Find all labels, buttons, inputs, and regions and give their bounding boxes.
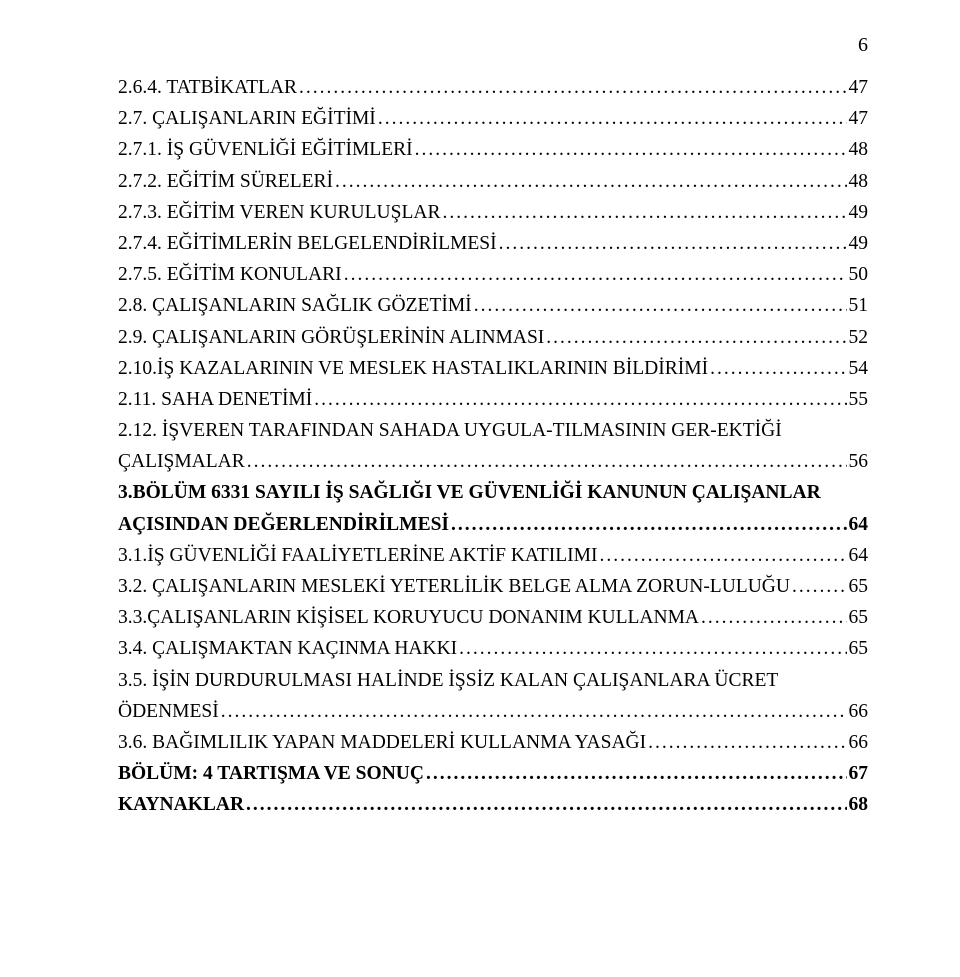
toc-entry: 3.5. İŞİN DURDURULMASI HALİNDE İŞSİZ KAL… (118, 665, 868, 696)
toc-entry: 2.7.5. EĞİTİM KONULARI..................… (118, 259, 868, 290)
toc-entry: 2.6.4. TATBİKATLAR......................… (118, 72, 868, 103)
toc-entry: 2.7.3. EĞİTİM VEREN KURULUŞLAR..........… (118, 197, 868, 228)
toc-leader: ........................................… (599, 540, 846, 571)
toc-leader: ........................................… (701, 602, 846, 633)
toc-entry-label: 3.1.İŞ GÜVENLİĞİ FAALİYETLERİNE AKTİF KA… (118, 540, 597, 571)
toc-entry-label: 2.7.2. EĞİTİM SÜRELERİ (118, 166, 333, 197)
toc-leader: ........................................… (442, 197, 846, 228)
toc-entry-page: 68 (849, 789, 869, 820)
toc-entry: 2.7.4. EĞİTİMLERİN BELGELENDİRİLMESİ....… (118, 228, 868, 259)
toc-entry: 3.2. ÇALIŞANLARIN MESLEKİ YETERLİLİK BEL… (118, 571, 868, 602)
page: 6 2.6.4. TATBİKATLAR....................… (0, 0, 960, 977)
toc-entry-page: 66 (849, 727, 869, 758)
toc-entry-page: 47 (849, 103, 869, 134)
toc-leader: ........................................… (474, 290, 847, 321)
toc-entry-label: 2.12. İŞVEREN TARAFINDAN SAHADA UYGULA-T… (118, 415, 782, 446)
toc-entry-page: 48 (849, 166, 869, 197)
toc-leader: ........................................… (499, 228, 847, 259)
toc-entry: 3.3.ÇALIŞANLARIN KİŞİSEL KORUYUCU DONANI… (118, 602, 868, 633)
toc-entry-label: KAYNAKLAR (118, 789, 244, 820)
toc-entry: 2.7. ÇALIŞANLARIN EĞİTİMİ...............… (118, 103, 868, 134)
toc-entry: 2.11. SAHA DENETİMİ.....................… (118, 384, 868, 415)
toc-leader: ........................................… (546, 322, 846, 353)
toc-entry-page: 50 (849, 259, 869, 290)
toc-entry-label: 3.BÖLÜM 6331 SAYILI İŞ SAĞLIĞI VE GÜVENL… (118, 477, 821, 508)
toc-leader: ........................................… (299, 72, 847, 103)
toc-entry: 3.4. ÇALIŞMAKTAN KAÇINMA HAKKI..........… (118, 633, 868, 664)
toc-entry: 2.8. ÇALIŞANLARIN SAĞLIK GÖZETİMİ.......… (118, 290, 868, 321)
toc-entry-page: 64 (849, 509, 869, 540)
toc-entry-label: 2.10.İŞ KAZALARININ VE MESLEK HASTALIKLA… (118, 353, 708, 384)
toc-entry-label: ÖDENMESİ (118, 696, 219, 727)
toc-entry: 3.BÖLÜM 6331 SAYILI İŞ SAĞLIĞI VE GÜVENL… (118, 477, 868, 508)
toc-entry-page: 66 (849, 696, 869, 727)
toc-leader: ........................................… (378, 103, 847, 134)
toc-entry-label: BÖLÜM: 4 TARTIŞMA VE SONUÇ (118, 758, 424, 789)
toc-entry-label: 2.7. ÇALIŞANLARIN EĞİTİMİ (118, 103, 376, 134)
toc-entry-label: 3.2. ÇALIŞANLARIN MESLEKİ YETERLİLİK BEL… (118, 571, 790, 602)
toc-leader: ........................................… (314, 384, 846, 415)
toc-entry-page: 49 (849, 228, 869, 259)
toc-entry-page: 54 (849, 353, 869, 384)
toc-leader: ........................................… (710, 353, 846, 384)
toc-entry-label: 2.7.4. EĞİTİMLERİN BELGELENDİRİLMESİ (118, 228, 497, 259)
toc-entry: ÖDENMESİ................................… (118, 696, 868, 727)
toc-leader: ........................................… (335, 166, 846, 197)
toc-entry-label: 2.7.5. EĞİTİM KONULARI (118, 259, 342, 290)
toc-entry: ÇALIŞMALAR..............................… (118, 446, 868, 477)
toc-entry-label: 2.6.4. TATBİKATLAR (118, 72, 297, 103)
toc-entry: BÖLÜM: 4 TARTIŞMA VE SONUÇ..............… (118, 758, 868, 789)
toc-entry-label: 2.11. SAHA DENETİMİ (118, 384, 312, 415)
toc-entry-page: 67 (849, 758, 869, 789)
toc-entry-label: 2.9. ÇALIŞANLARIN GÖRÜŞLERİNİN ALINMASI (118, 322, 544, 353)
toc-entry-page: 65 (849, 633, 869, 664)
toc-entry-label: 2.8. ÇALIŞANLARIN SAĞLIK GÖZETİMİ (118, 290, 472, 321)
toc-entry: 2.7.1. İŞ GÜVENLİĞİ EĞİTİMLERİ..........… (118, 134, 868, 165)
toc-entry-page: 48 (849, 134, 869, 165)
toc-entry-page: 51 (849, 290, 869, 321)
toc-entry-page: 65 (849, 571, 869, 602)
toc-entry: 2.10.İŞ KAZALARININ VE MESLEK HASTALIKLA… (118, 353, 868, 384)
toc-leader: ........................................… (792, 571, 847, 602)
toc-entry-page: 47 (849, 72, 869, 103)
toc-entry-label: AÇISINDAN DEĞERLENDİRİLMESİ (118, 509, 449, 540)
toc-entry-label: 2.7.3. EĞİTİM VEREN KURULUŞLAR (118, 197, 440, 228)
table-of-contents: 2.6.4. TATBİKATLAR......................… (118, 72, 868, 821)
toc-entry-page: 65 (849, 602, 869, 633)
toc-entry-page: 64 (849, 540, 869, 571)
toc-leader: ........................................… (459, 633, 846, 664)
toc-leader: ........................................… (246, 789, 846, 820)
toc-entry-page: 55 (849, 384, 869, 415)
toc-entry: 2.9. ÇALIŞANLARIN GÖRÜŞLERİNİN ALINMASI.… (118, 322, 868, 353)
toc-entry: KAYNAKLAR...............................… (118, 789, 868, 820)
toc-leader: ........................................… (451, 509, 846, 540)
toc-entry-label: 2.7.1. İŞ GÜVENLİĞİ EĞİTİMLERİ (118, 134, 413, 165)
toc-leader: ........................................… (344, 259, 847, 290)
toc-entry-label: 3.3.ÇALIŞANLARIN KİŞİSEL KORUYUCU DONANI… (118, 602, 699, 633)
toc-entry-label: 3.6. BAĞIMLILIK YAPAN MADDELERİ KULLANMA… (118, 727, 646, 758)
toc-entry-page: 49 (849, 197, 869, 228)
toc-leader: ........................................… (247, 446, 847, 477)
toc-entry: AÇISINDAN DEĞERLENDİRİLMESİ.............… (118, 509, 868, 540)
page-number: 6 (858, 34, 868, 57)
toc-entry: 2.12. İŞVEREN TARAFINDAN SAHADA UYGULA-T… (118, 415, 868, 446)
toc-entry: 2.7.2. EĞİTİM SÜRELERİ..................… (118, 166, 868, 197)
toc-entry: 3.1.İŞ GÜVENLİĞİ FAALİYETLERİNE AKTİF KA… (118, 540, 868, 571)
toc-entry-label: 3.4. ÇALIŞMAKTAN KAÇINMA HAKKI (118, 633, 457, 664)
toc-leader: ........................................… (415, 134, 847, 165)
toc-entry-label: ÇALIŞMALAR (118, 446, 245, 477)
toc-leader: ........................................… (648, 727, 846, 758)
toc-leader: ........................................… (426, 758, 847, 789)
toc-entry-label: 3.5. İŞİN DURDURULMASI HALİNDE İŞSİZ KAL… (118, 665, 778, 696)
toc-entry-page: 56 (849, 446, 869, 477)
toc-entry-page: 52 (849, 322, 869, 353)
toc-entry: 3.6. BAĞIMLILIK YAPAN MADDELERİ KULLANMA… (118, 727, 868, 758)
toc-leader: ........................................… (221, 696, 847, 727)
